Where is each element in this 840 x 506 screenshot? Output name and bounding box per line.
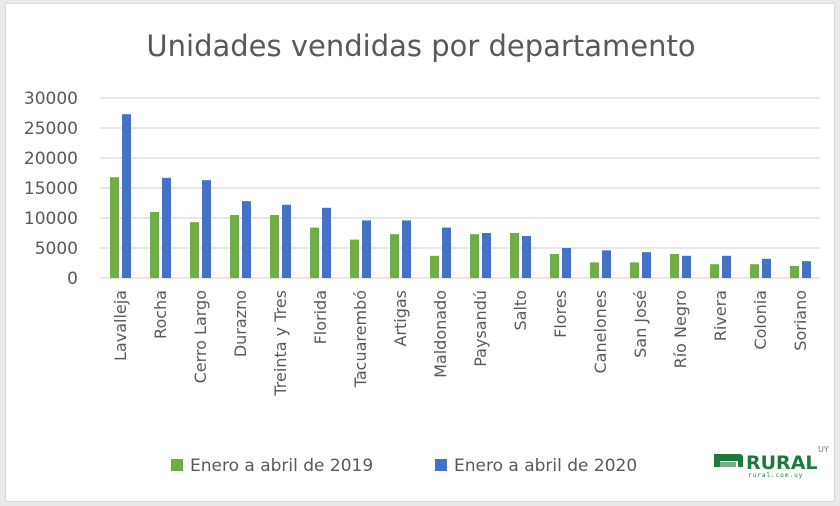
bar-2019 — [790, 266, 799, 278]
bar-2020 — [602, 250, 611, 278]
y-axis-ticks: 0 5000 10000 15000 20000 25000 30000 — [24, 89, 78, 289]
bar-2019 — [670, 254, 679, 278]
bar-2019 — [430, 255, 439, 278]
bar-2019 — [550, 254, 559, 278]
x-tick-label: Artigas — [391, 290, 410, 347]
y-tick-label: 20000 — [24, 149, 78, 169]
x-tick-label: Florida — [311, 290, 330, 344]
bar-2020 — [442, 227, 451, 278]
logo-url: rural.com.uy — [748, 472, 803, 479]
bar-2019 — [510, 233, 519, 278]
bar-2020 — [242, 201, 251, 278]
x-tick-label: Lavalleja — [111, 290, 130, 361]
legend-label-2020: Enero a abril de 2020 — [454, 456, 637, 476]
y-tick-label: 10000 — [24, 209, 78, 229]
bar-2019 — [750, 264, 759, 278]
bar-2019 — [310, 227, 319, 278]
bar-2020 — [482, 233, 491, 278]
chart-title: Unidades vendidas por departamento — [146, 29, 695, 63]
x-tick-label: Tacuarembó — [351, 290, 370, 388]
bar-2019 — [110, 177, 119, 278]
bars — [110, 114, 811, 278]
bar-2020 — [362, 220, 371, 278]
x-tick-label: Paysandú — [471, 290, 490, 367]
x-tick-label: San José — [631, 290, 650, 358]
x-tick-label: Soriano — [791, 290, 810, 351]
legend-swatch-2020 — [435, 459, 447, 471]
legend-swatch-2019 — [171, 459, 183, 471]
bar-2020 — [122, 114, 131, 278]
bar-2020 — [722, 255, 731, 278]
bar-2019 — [590, 262, 599, 278]
bar-2019 — [230, 215, 239, 278]
logo-superscript: UY — [818, 445, 829, 454]
bar-2020 — [522, 236, 531, 278]
y-tick-label: 5000 — [35, 239, 78, 259]
bar-2019 — [390, 234, 399, 278]
bar-2020 — [802, 261, 811, 278]
bar-2020 — [682, 255, 691, 278]
x-tick-label: Salto — [511, 290, 530, 330]
bar-2019 — [710, 264, 719, 278]
bar-2019 — [470, 234, 479, 278]
bar-2020 — [562, 248, 571, 278]
bar-2020 — [162, 177, 171, 278]
bar-2019 — [190, 222, 199, 278]
x-tick-label: Cerro Largo — [191, 290, 210, 383]
bar-2020 — [762, 258, 771, 278]
x-axis-ticks: Lavalleja Rocha Cerro Largo Durazno Treinta … — [111, 290, 810, 397]
y-tick-label: 25000 — [24, 119, 78, 139]
bar-2019 — [350, 239, 359, 278]
x-tick-label: Flores — [551, 290, 570, 338]
x-tick-label: Rocha — [151, 290, 170, 339]
bar-2019 — [630, 262, 639, 278]
x-tick-label: Durazno — [231, 290, 250, 357]
legend: Enero a abril de 2019 Enero a abril de 2… — [171, 456, 637, 476]
gridlines — [100, 97, 820, 279]
x-tick-label: Treinta y Tres — [271, 290, 290, 397]
x-tick-label: Rivera — [711, 290, 730, 341]
x-tick-label: Colonia — [751, 290, 770, 350]
y-tick-label: 15000 — [24, 179, 78, 199]
bar-2020 — [642, 252, 651, 278]
bar-2020 — [282, 204, 291, 278]
chart-frame — [5, 3, 835, 502]
rural-logo: RURAL UY rural.com.uy — [714, 445, 829, 479]
x-tick-label: Canelones — [591, 290, 610, 374]
bar-2019 — [150, 212, 159, 278]
cow-icon — [714, 454, 743, 467]
bar-2019 — [270, 215, 279, 278]
bar-2020 — [402, 220, 411, 278]
logo-wordmark: RURAL — [746, 452, 818, 474]
legend-label-2019: Enero a abril de 2019 — [190, 456, 373, 476]
bar-2020 — [202, 180, 211, 278]
y-tick-label: 30000 — [24, 89, 78, 109]
x-tick-label: Río Negro — [671, 290, 690, 368]
y-tick-label: 0 — [67, 269, 78, 289]
x-tick-label: Maldonado — [431, 290, 450, 378]
bar-2020 — [322, 207, 331, 278]
